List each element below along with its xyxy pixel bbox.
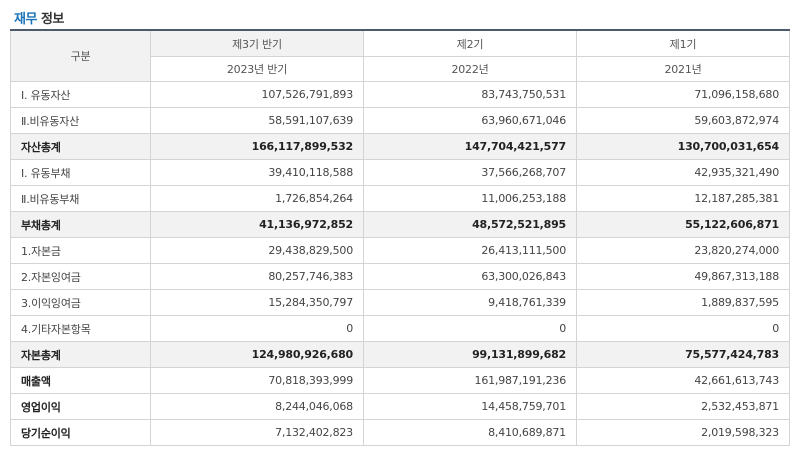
row-value: 11,006,253,188 xyxy=(363,185,577,212)
row-label: Ⅰ. 유동부채 xyxy=(10,159,151,186)
row-value: 0 xyxy=(576,315,790,342)
row-value: 39,410,118,588 xyxy=(150,159,364,186)
row-label: 3.이익잉여금 xyxy=(10,289,151,316)
row-value: 147,704,421,577 xyxy=(363,133,577,160)
financial-table-container: 구분 제3기 반기 제2기 제1기 2023년 반기 2022년 2021년 Ⅰ… xyxy=(10,29,790,446)
row-label: 자산총계 xyxy=(10,133,151,160)
row-value: 12,187,285,381 xyxy=(576,185,790,212)
row-value: 58,591,107,639 xyxy=(150,107,364,134)
table-row: Ⅰ. 유동부채 39,410,118,588 37,566,268,707 42… xyxy=(10,159,790,186)
row-value: 42,935,321,490 xyxy=(576,159,790,186)
row-value: 1,726,854,264 xyxy=(150,185,364,212)
row-label: 4.기타자본항목 xyxy=(10,315,151,342)
row-label: 부채총계 xyxy=(10,211,151,238)
header-row-label: 구분 xyxy=(10,29,151,82)
row-label: Ⅰ. 유동자산 xyxy=(10,81,151,108)
table-row: Ⅱ.비유동부채 1,726,854,264 11,006,253,188 12,… xyxy=(10,185,790,212)
section-title: 재무 정보 xyxy=(14,8,64,27)
row-value: 29,438,829,500 xyxy=(150,237,364,264)
row-value: 26,413,111,500 xyxy=(363,237,577,264)
table-row: 1.자본금 29,438,829,500 26,413,111,500 23,8… xyxy=(10,237,790,264)
header-date-3: 2023년 반기 xyxy=(150,56,364,82)
row-value: 161,987,191,236 xyxy=(363,367,577,394)
row-value: 14,458,759,701 xyxy=(363,393,577,420)
row-value: 70,818,393,999 xyxy=(150,367,364,394)
table-row: 매출액 70,818,393,999 161,987,191,236 42,66… xyxy=(10,367,790,394)
row-value: 49,867,313,188 xyxy=(576,263,790,290)
row-label: Ⅱ.비유동자산 xyxy=(10,107,151,134)
row-value: 8,410,689,871 xyxy=(363,419,577,446)
row-label: Ⅱ.비유동부채 xyxy=(10,185,151,212)
financial-table: 구분 제3기 반기 제2기 제1기 2023년 반기 2022년 2021년 Ⅰ… xyxy=(10,29,790,446)
row-value: 7,132,402,823 xyxy=(150,419,364,446)
row-label: 매출액 xyxy=(10,367,151,394)
table-row-total: 자산총계 166,117,899,532 147,704,421,577 130… xyxy=(10,133,790,160)
row-value: 42,661,613,743 xyxy=(576,367,790,394)
table-row: 3.이익잉여금 15,284,350,797 9,418,761,339 1,8… xyxy=(10,289,790,316)
row-value: 63,960,671,046 xyxy=(363,107,577,134)
header-row-dates: 2023년 반기 2022년 2021년 xyxy=(11,56,790,82)
row-label: 당기순이익 xyxy=(10,419,151,446)
row-value: 37,566,268,707 xyxy=(363,159,577,186)
header-period-3: 제3기 반기 xyxy=(150,29,364,57)
table-row-total: 자본총계 124,980,926,680 99,131,899,682 75,5… xyxy=(10,341,790,368)
row-value: 107,526,791,893 xyxy=(150,81,364,108)
row-value: 23,820,274,000 xyxy=(576,237,790,264)
table-row: Ⅱ.비유동자산 58,591,107,639 63,960,671,046 59… xyxy=(10,107,790,134)
row-value: 99,131,899,682 xyxy=(363,341,577,368)
row-value: 55,122,606,871 xyxy=(576,211,790,238)
table-row: Ⅰ. 유동자산 107,526,791,893 83,743,750,531 7… xyxy=(10,81,790,108)
row-value: 9,418,761,339 xyxy=(363,289,577,316)
row-value: 63,300,026,843 xyxy=(363,263,577,290)
row-value: 41,136,972,852 xyxy=(150,211,364,238)
table-row-total: 부채총계 41,136,972,852 48,572,521,895 55,12… xyxy=(10,211,790,238)
row-label: 자본총계 xyxy=(10,341,151,368)
row-label: 2.자본잉여금 xyxy=(10,263,151,290)
row-value: 48,572,521,895 xyxy=(363,211,577,238)
header-row-periods: 구분 제3기 반기 제2기 제1기 xyxy=(10,29,790,82)
table-row: 당기순이익 7,132,402,823 8,410,689,871 2,019,… xyxy=(10,419,790,446)
header-date-1: 2021년 xyxy=(576,56,790,82)
row-value: 2,532,453,871 xyxy=(576,393,790,420)
row-value: 124,980,926,680 xyxy=(150,341,364,368)
row-value: 15,284,350,797 xyxy=(150,289,364,316)
row-value: 2,019,598,323 xyxy=(576,419,790,446)
row-label: 1.자본금 xyxy=(10,237,151,264)
row-label: 영업이익 xyxy=(10,393,151,420)
section-title-rest: 정보 xyxy=(40,12,64,27)
row-value: 1,889,837,595 xyxy=(576,289,790,316)
row-value: 75,577,424,783 xyxy=(576,341,790,368)
row-value: 71,096,158,680 xyxy=(576,81,790,108)
row-value: 0 xyxy=(363,315,577,342)
row-value: 80,257,746,383 xyxy=(150,263,364,290)
row-value: 83,743,750,531 xyxy=(363,81,577,108)
header-date-2: 2022년 xyxy=(363,56,577,82)
table-row: 2.자본잉여금 80,257,746,383 63,300,026,843 49… xyxy=(10,263,790,290)
header-period-1: 제1기 xyxy=(576,29,790,57)
section-title-accent: 재무 xyxy=(14,12,37,27)
row-value: 0 xyxy=(150,315,364,342)
row-value: 130,700,031,654 xyxy=(576,133,790,160)
header-period-2: 제2기 xyxy=(363,29,577,57)
table-row: 4.기타자본항목 0 0 0 xyxy=(10,315,790,342)
table-row: 영업이익 8,244,046,068 14,458,759,701 2,532,… xyxy=(10,393,790,420)
row-value: 59,603,872,974 xyxy=(576,107,790,134)
row-value: 166,117,899,532 xyxy=(150,133,364,160)
row-value: 8,244,046,068 xyxy=(150,393,364,420)
